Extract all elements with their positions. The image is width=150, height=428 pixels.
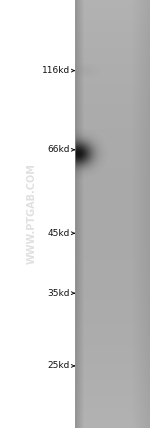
Text: 116kd: 116kd: [42, 66, 70, 75]
Text: 35kd: 35kd: [48, 288, 70, 298]
Text: 45kd: 45kd: [48, 229, 70, 238]
Text: 25kd: 25kd: [48, 361, 70, 371]
Text: WWW.PTGAB.COM: WWW.PTGAB.COM: [27, 163, 36, 265]
Text: 66kd: 66kd: [48, 145, 70, 155]
